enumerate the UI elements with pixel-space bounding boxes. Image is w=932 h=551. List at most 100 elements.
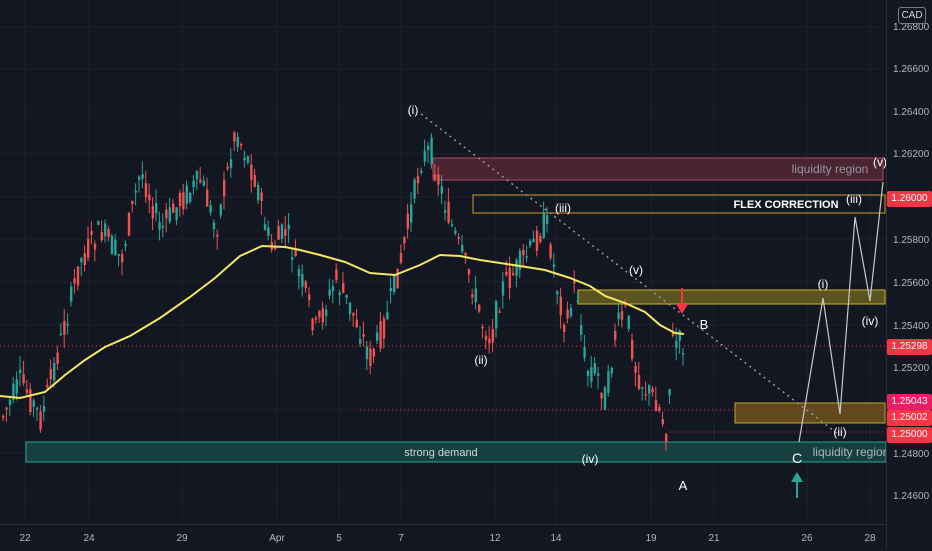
candle-body xyxy=(25,389,29,394)
candle-body xyxy=(654,400,658,412)
time-axis[interactable]: 22 24 29 Apr 5 7 12 14 19 21 26 28 xyxy=(0,524,886,551)
candle-body xyxy=(651,388,654,393)
candle-body xyxy=(83,253,86,266)
price-tick: 1.26400 xyxy=(893,107,930,118)
flex-correction-zone xyxy=(472,194,886,214)
candle-body xyxy=(8,399,12,405)
candle-body xyxy=(586,371,590,376)
candle-body xyxy=(583,346,586,358)
candle-body xyxy=(110,236,114,255)
candle-body xyxy=(73,278,76,284)
candle-body xyxy=(512,273,515,275)
candle-body xyxy=(634,365,637,373)
candle-body xyxy=(107,228,110,238)
candle-body xyxy=(430,137,433,165)
candle-body xyxy=(379,321,382,349)
candle-body xyxy=(444,210,447,213)
strong-demand-zone xyxy=(25,441,886,463)
candle-body xyxy=(2,415,5,418)
candle-body xyxy=(250,164,253,180)
date-tick: 26 xyxy=(801,533,813,544)
label-C: C xyxy=(792,450,802,466)
wave-iv-label: (iv) xyxy=(582,452,599,466)
candle-body xyxy=(263,224,267,230)
candle-body xyxy=(144,183,148,198)
liquidity-region-top-zone xyxy=(432,157,884,181)
candle-body xyxy=(491,329,494,343)
candle-body xyxy=(297,269,301,277)
price-badge-125002: 1.25002 xyxy=(887,410,932,426)
candle-body xyxy=(36,407,39,410)
candle-body xyxy=(396,268,399,289)
wave-iii-label: (iii) xyxy=(555,201,571,215)
candle-body xyxy=(447,201,450,223)
candle-body xyxy=(427,145,430,150)
candle-body xyxy=(308,294,311,300)
candle-body xyxy=(559,296,562,316)
candle-body xyxy=(563,324,566,333)
candle-body xyxy=(386,312,389,319)
candle-body xyxy=(546,215,549,224)
candle-body xyxy=(658,407,661,411)
candle-body xyxy=(39,411,42,430)
candle-body xyxy=(348,302,352,314)
date-tick: Apr xyxy=(269,533,285,544)
candle-body xyxy=(32,400,35,407)
candle-body xyxy=(185,185,188,204)
date-tick: 12 xyxy=(489,533,501,544)
candle-body xyxy=(335,269,338,281)
price-badge-125043: 1.25043 xyxy=(887,394,932,410)
candle-body xyxy=(393,274,396,293)
flex-correction-label: FLEX CORRECTION xyxy=(733,199,838,211)
candle-body xyxy=(423,150,426,162)
candle-body xyxy=(576,301,579,303)
wave-i-label: (i) xyxy=(408,103,419,117)
candle-body xyxy=(87,239,90,258)
candle-body xyxy=(42,406,46,412)
candle-body xyxy=(291,257,294,260)
candle-body xyxy=(410,204,413,223)
candle-body xyxy=(168,207,171,222)
price-tick: 1.24800 xyxy=(893,449,930,460)
candle-body xyxy=(406,213,409,229)
candle-body xyxy=(127,213,131,236)
candle-body xyxy=(124,244,127,247)
candle-body xyxy=(617,312,620,320)
candle-body xyxy=(484,335,488,341)
candle-body xyxy=(138,176,141,180)
candle-body xyxy=(236,137,239,147)
wave-ii-label: (ii) xyxy=(474,353,487,367)
candle-body xyxy=(246,156,250,163)
candle-body xyxy=(600,392,603,399)
currency-badge[interactable]: CAD xyxy=(898,7,926,24)
candle-body xyxy=(229,159,233,168)
candle-body xyxy=(464,253,467,256)
candle-body xyxy=(362,334,365,337)
candle-body xyxy=(399,253,403,263)
candle-body xyxy=(267,227,270,236)
candle-body xyxy=(569,307,573,317)
candle-body xyxy=(641,387,644,389)
candle-body xyxy=(117,254,120,256)
price-axis[interactable]: 1.26800 1.26600 1.26400 1.26200 1.25800 … xyxy=(886,0,932,550)
candle-body xyxy=(454,230,457,234)
candle-body xyxy=(488,338,491,344)
date-tick: 28 xyxy=(864,533,876,544)
date-tick: 21 xyxy=(708,533,720,544)
candle-body xyxy=(226,166,229,169)
price-chart[interactable]: liquidity region FLEX CORRECTION strong … xyxy=(0,0,886,524)
candle-body xyxy=(199,179,202,183)
candle-body xyxy=(257,184,260,201)
candle-body xyxy=(627,315,630,329)
date-tick: 5 xyxy=(336,533,342,544)
price-tick: 1.26800 xyxy=(893,22,930,33)
candle-body xyxy=(114,239,117,255)
candle-body xyxy=(607,371,610,393)
candle-body xyxy=(610,367,613,374)
candle-body xyxy=(29,389,32,412)
wave-v-label: (v) xyxy=(629,263,643,277)
candle-body xyxy=(355,319,358,328)
candle-body xyxy=(70,286,73,302)
candle-body xyxy=(372,348,375,357)
candle-body xyxy=(644,394,647,396)
